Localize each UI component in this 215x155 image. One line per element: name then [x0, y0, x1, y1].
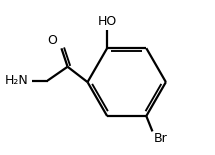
- Text: Br: Br: [154, 132, 168, 145]
- Text: HO: HO: [98, 15, 117, 28]
- Text: H₂N: H₂N: [5, 74, 28, 87]
- Text: O: O: [48, 34, 58, 47]
